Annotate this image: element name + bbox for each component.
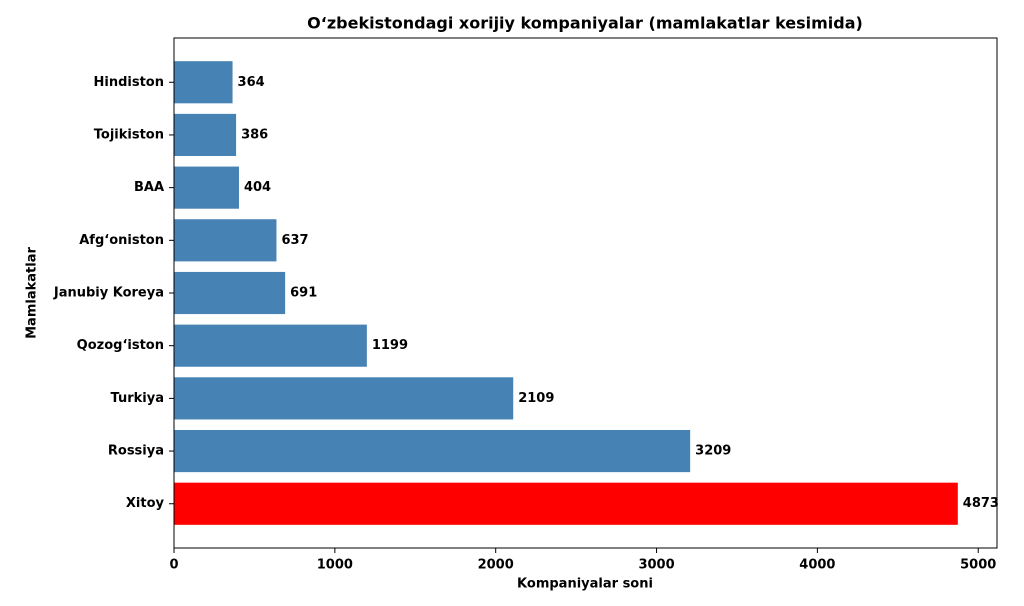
y-tick-label: Afg‘oniston [79, 233, 164, 248]
y-tick-label: Turkiya [111, 391, 164, 406]
x-tick-label: 1000 [317, 558, 353, 573]
y-tick-label: Janubiy Koreya [53, 286, 164, 301]
bar [174, 429, 691, 473]
y-tick-label: Xitoy [126, 496, 165, 511]
x-tick-label: 3000 [638, 558, 674, 573]
value-label: 4873 [963, 496, 999, 511]
bar [174, 61, 233, 104]
value-label: 1199 [372, 338, 408, 353]
value-label: 2109 [518, 391, 554, 406]
bar [174, 271, 286, 315]
value-label: 386 [241, 127, 268, 142]
plot-frame [173, 37, 998, 549]
bar [174, 482, 958, 525]
y-tick-label: Tojikiston [94, 127, 164, 142]
x-tick-label: 2000 [478, 558, 514, 573]
bar [174, 166, 239, 209]
y-tick-label: Rossiya [108, 444, 164, 459]
value-label: 637 [281, 233, 308, 248]
bar [174, 377, 514, 420]
value-label: 691 [290, 286, 317, 301]
x-axis-label: Kompaniyalar soni [517, 577, 653, 592]
y-tick-label: Hindiston [94, 75, 165, 90]
value-label: 364 [238, 75, 265, 90]
y-axis-label: Mamlakatlar [25, 247, 40, 339]
x-tick-label: 0 [169, 558, 178, 573]
chart-title: O‘zbekistondagi xorijiy kompaniyalar (ma… [307, 14, 863, 33]
value-label: 3209 [695, 444, 731, 459]
x-tick-label: 5000 [960, 558, 996, 573]
value-label: 404 [244, 180, 271, 195]
bar [174, 219, 277, 262]
bar [174, 324, 367, 367]
x-tick-label: 4000 [799, 558, 835, 573]
y-tick-label: BAA [134, 180, 164, 195]
bar [174, 113, 237, 157]
y-tick-label: Qozog‘iston [77, 338, 164, 353]
